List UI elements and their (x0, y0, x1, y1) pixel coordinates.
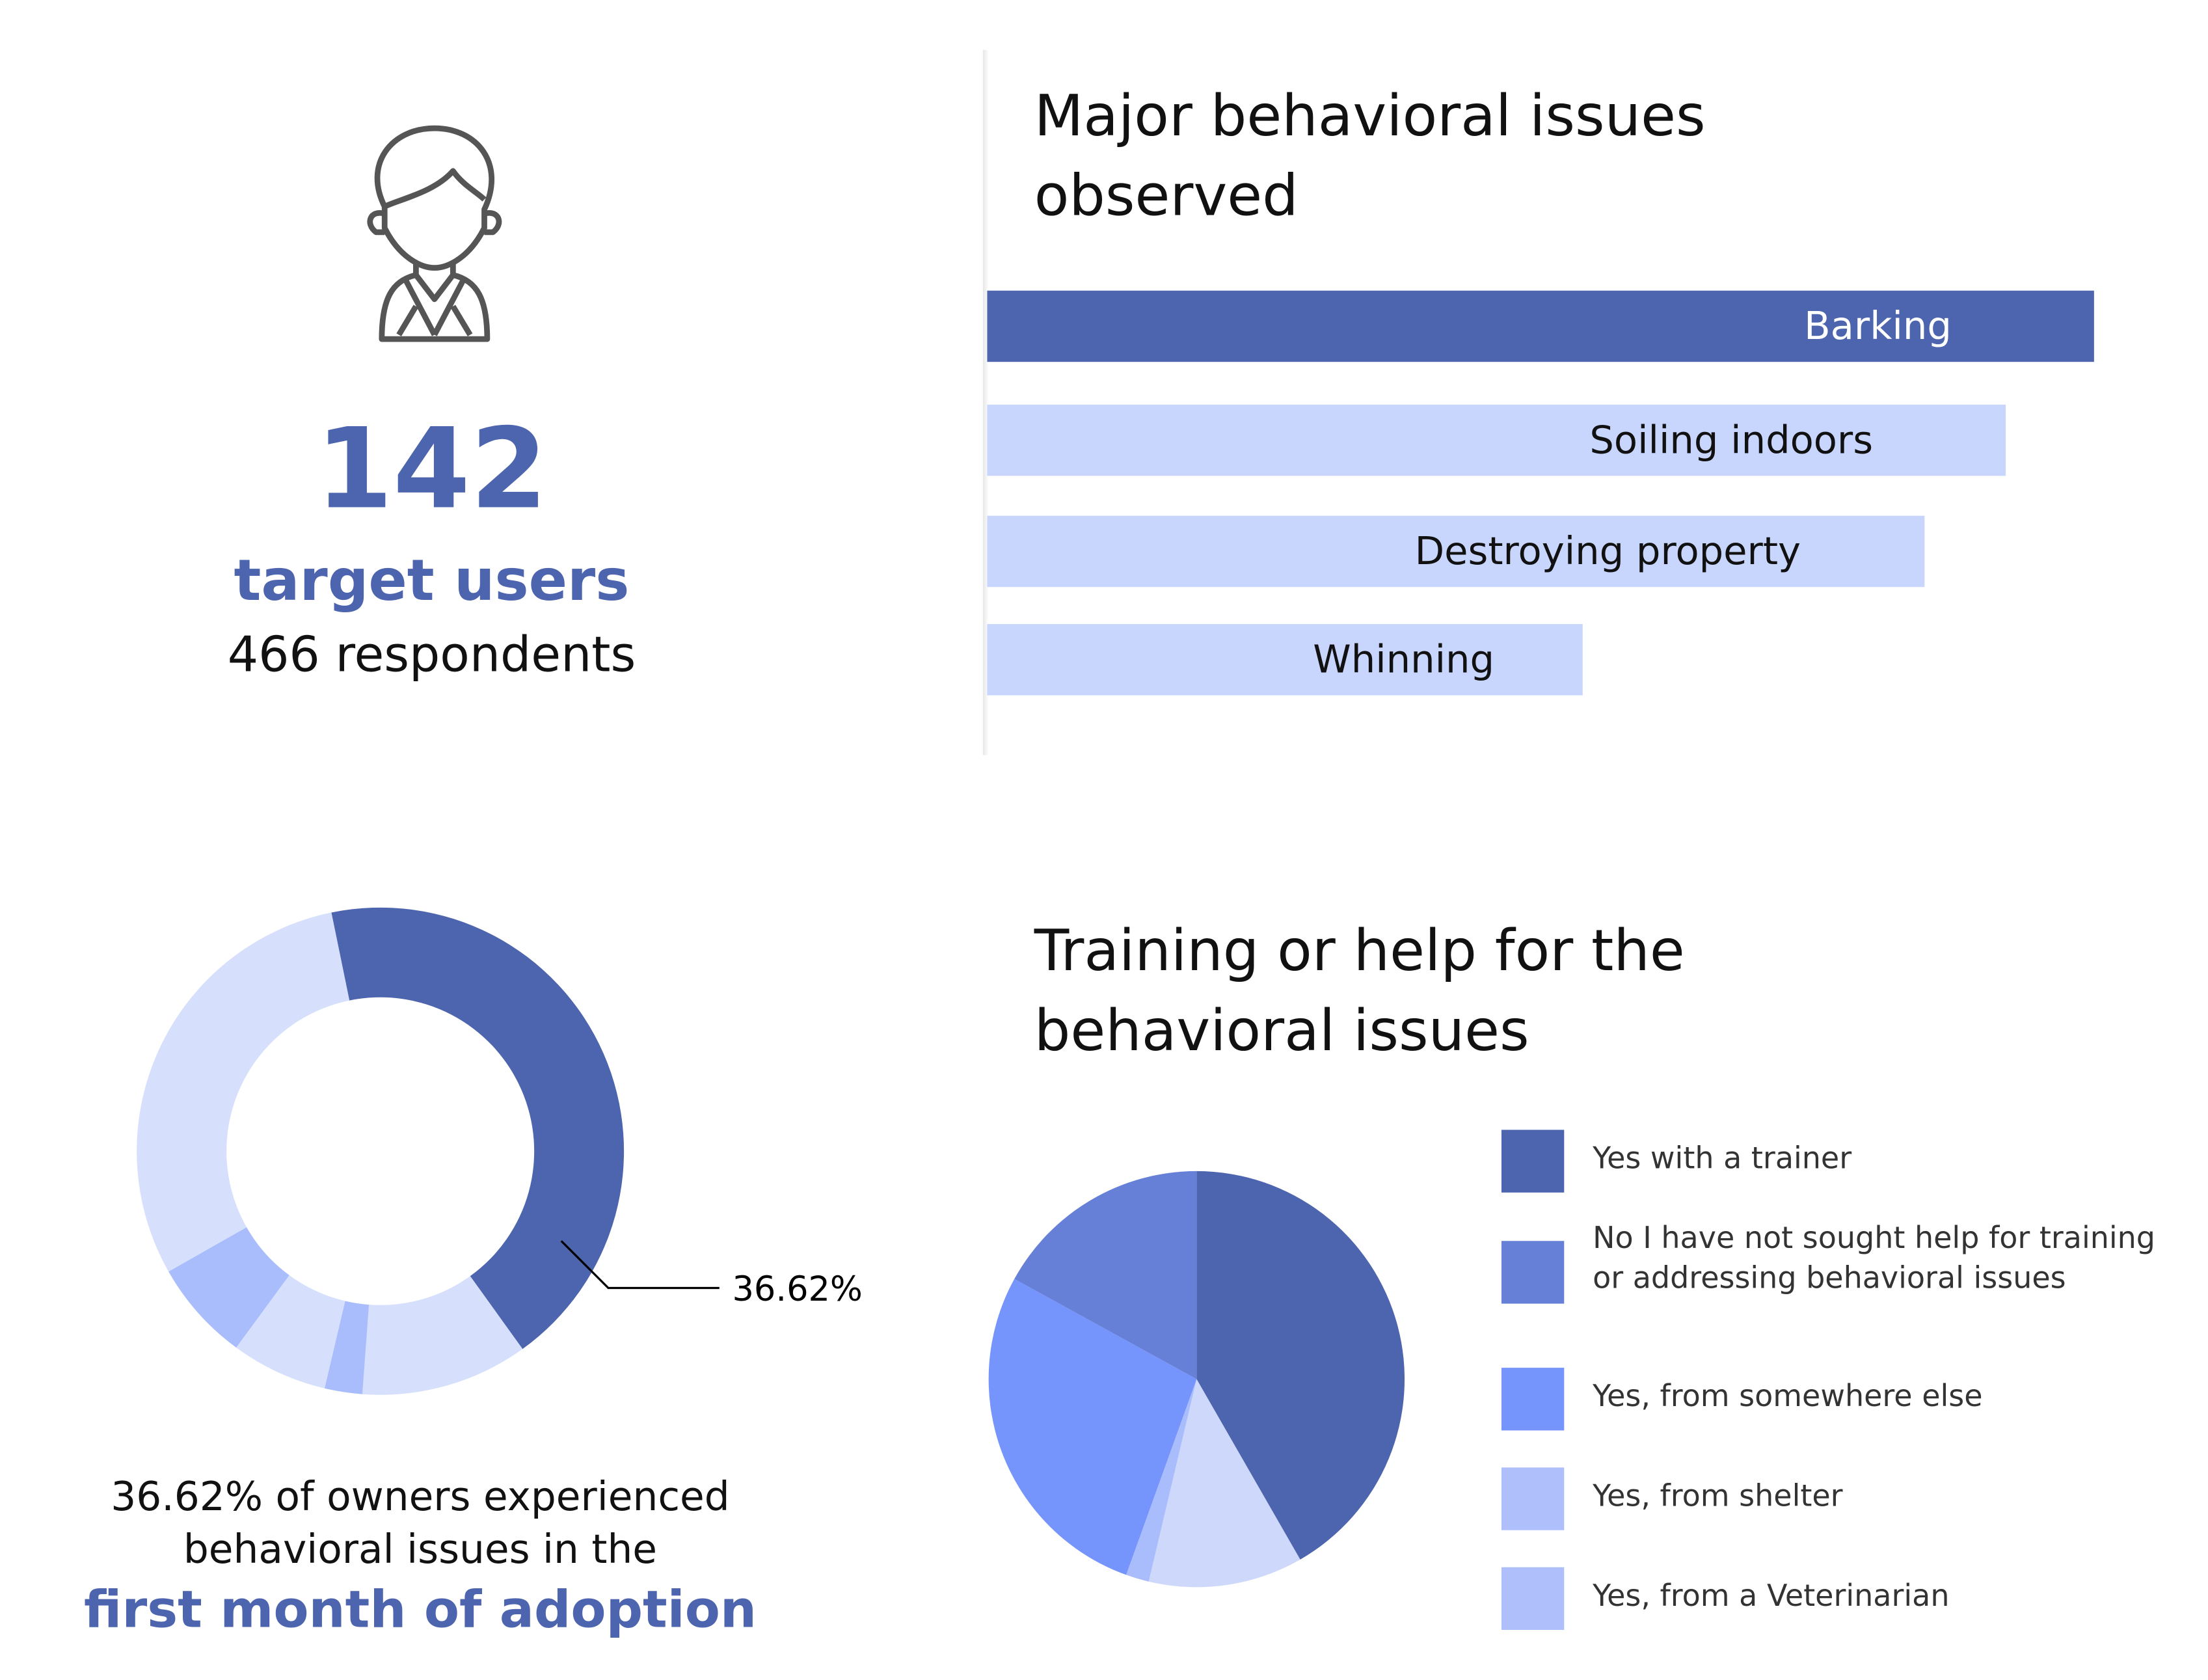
legend-label: No I have not sought help for training o… (1593, 1221, 2156, 1295)
legend-swatch (1501, 1241, 1565, 1304)
pie-chart (988, 1171, 1405, 1588)
pie-slice (1014, 1171, 1197, 1379)
donut-slice (236, 1275, 345, 1389)
donut-slice (362, 1276, 523, 1395)
caption-highlight: first month of adoption (83, 1581, 757, 1640)
legend-swatch (1501, 1467, 1565, 1530)
annotation-leader-line (560, 1240, 720, 1290)
user-icon (367, 125, 502, 342)
pie-chart-title: Training or help for the behavioral issu… (1034, 912, 1685, 1071)
legend-item: Yes, from shelter (1501, 1467, 2162, 1530)
target-user-count: 142 (316, 406, 548, 535)
legend-label: Yes, from a Veterinarian (1593, 1578, 1950, 1613)
bar-chart-title-line: observed (1034, 163, 1299, 230)
bar-label: Soiling indoors (1589, 418, 1874, 463)
bar-whinning: Whinning (987, 624, 1583, 696)
pie-chart-title-line: behavioral issues (1034, 998, 1529, 1064)
legend-label: Yes with a trainer (1593, 1141, 1852, 1176)
legend-label: Yes, from somewhere else (1593, 1379, 1983, 1414)
bar-label: Barking (1804, 304, 1952, 349)
pie-slice (1196, 1171, 1405, 1560)
bar-chart-title: Major behavioral issues observed (1034, 77, 1706, 236)
bar-chart-title-line: Major behavioral issues (1034, 84, 1706, 150)
legend-item: Yes, from a Veterinarian (1501, 1567, 2162, 1631)
legend-label: Yes, from shelter (1593, 1478, 1843, 1513)
caption-line: 36.62% of owners experienced (111, 1473, 730, 1521)
bar-label: Destroying property (1414, 529, 1801, 574)
respondents-count: 466 respondents (227, 627, 636, 684)
bar-soiling-indoors: Soiling indoors (987, 404, 2006, 476)
bar-barking: Barking (987, 290, 2094, 362)
legend-item: No I have not sought help for training o… (1501, 1221, 2162, 1304)
donut-slice (331, 907, 625, 1349)
donut-annotation: 36.62% (733, 1269, 863, 1309)
donut-slice (137, 912, 350, 1272)
pie-slice (1148, 1379, 1300, 1588)
donut-caption: 36.62% of owners experienced behavioral … (0, 1470, 841, 1647)
pie-chart-title-line: Training or help for the (1034, 919, 1685, 985)
pie-slice (988, 1279, 1197, 1575)
donut-slice (168, 1227, 289, 1348)
legend-item: Yes, from somewhere else (1501, 1368, 2162, 1431)
bar-destroying-property: Destroying property (987, 515, 1925, 588)
caption-line: behavioral issues in the (183, 1526, 658, 1573)
legend-swatch (1501, 1130, 1565, 1193)
donut-chart: 36.62% (137, 907, 863, 1395)
legend-item: Yes with a trainer (1501, 1130, 2162, 1193)
bar-label: Whinning (1313, 637, 1495, 682)
legend-swatch (1501, 1368, 1565, 1431)
divider (982, 49, 989, 755)
legend-swatch (1501, 1567, 1565, 1631)
target-users-label: target users (234, 549, 630, 614)
pie-slice (1126, 1379, 1197, 1582)
donut-slice (324, 1301, 370, 1394)
